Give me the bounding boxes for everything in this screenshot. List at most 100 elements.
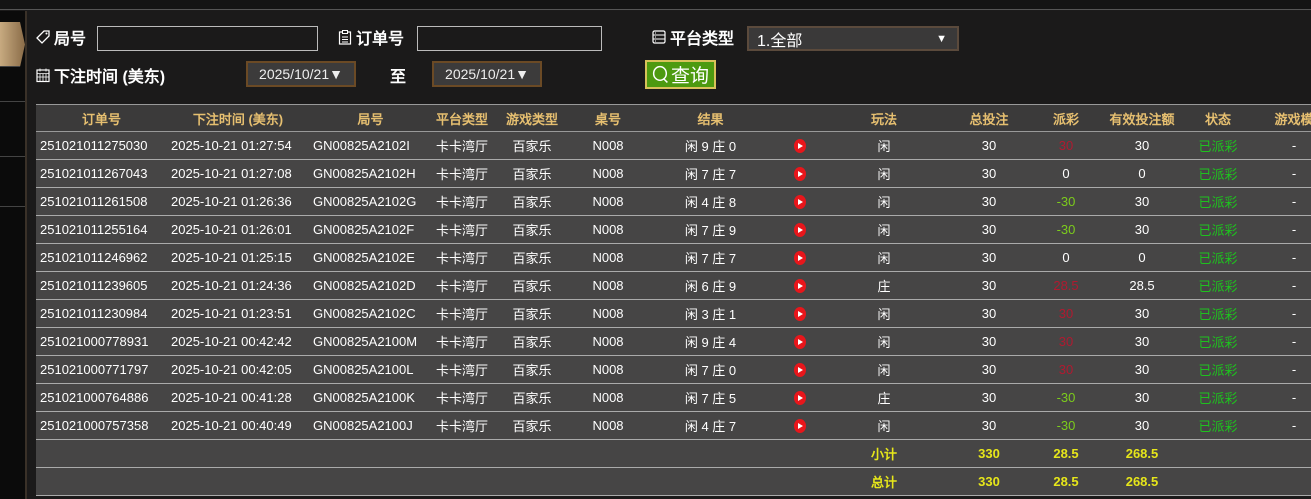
cell-order-no: 251021011230984 [36, 299, 167, 328]
play-video-icon[interactable] [793, 251, 806, 266]
cell-result: 闲 7 庄 9 [644, 215, 777, 244]
cell-valid-bet: 30 [1100, 355, 1184, 384]
cell-replay[interactable] [777, 327, 822, 356]
orders-table: 订单号 下注时间 (美东) 局号 平台类型 游戏类型 桌号 结果 玩法 总投注 派彩 有效投注额 状态… [36, 104, 1311, 496]
cell-payout: 0 [1032, 243, 1100, 272]
order-input[interactable] [417, 26, 602, 51]
cell-payout: -30 [1032, 383, 1100, 412]
play-video-icon[interactable] [793, 279, 806, 294]
sidebar-divider [0, 156, 25, 157]
header-valid-bet: 有效投注额 [1100, 104, 1184, 132]
cell-replay[interactable] [777, 383, 822, 412]
cell-table-no: N008 [572, 383, 644, 412]
cell-round-no: GN00825A2100L [309, 355, 432, 384]
cell-status: 已派彩 [1184, 355, 1252, 384]
cell-game-type: 百家乐 [492, 411, 572, 440]
cell-result: 闲 7 庄 7 [644, 243, 777, 272]
grandtotal-total-bet: 330 [946, 467, 1032, 496]
play-video-icon[interactable] [793, 167, 806, 182]
cell-bet-type: 庄 [822, 383, 946, 412]
cell-bet-time: 2025-10-21 01:27:54 [167, 131, 309, 160]
platform-select[interactable]: 1.全部 ▼ [747, 26, 959, 51]
cell-status: 已派彩 [1184, 215, 1252, 244]
cell-replay[interactable] [777, 355, 822, 384]
cell-round-no: GN00825A2102F [309, 215, 432, 244]
cell-result: 闲 9 庄 0 [644, 131, 777, 160]
sidebar-divider [0, 101, 25, 102]
cell-replay[interactable] [777, 159, 822, 188]
table-row: 251021000778931 2025-10-21 00:42:42 GN0082… [36, 327, 1311, 356]
cell-bet-time: 2025-10-21 00:40:49 [167, 411, 309, 440]
cell-bet-time: 2025-10-21 01:24:36 [167, 271, 309, 300]
cell-round-no: GN00825A2102C [309, 299, 432, 328]
order-label: 订单号 [337, 25, 404, 49]
header-payout: 派彩 [1032, 104, 1100, 132]
cell-platform: 卡卡湾厅 [432, 131, 492, 160]
cell-replay[interactable] [777, 215, 822, 244]
cell-table-no: N008 [572, 131, 644, 160]
cell-bet-type: 闲 [822, 355, 946, 384]
table-row: 251021011230984 2025-10-21 01:23:51 GN0082… [36, 299, 1311, 328]
play-video-icon[interactable] [793, 139, 806, 154]
cell-replay[interactable] [777, 271, 822, 300]
spacer [1184, 439, 1311, 468]
header-total-bet: 总投注 [946, 104, 1032, 132]
play-video-icon[interactable] [793, 195, 806, 210]
round-label: 局号 [35, 25, 86, 49]
play-video-icon[interactable] [793, 391, 806, 406]
header-round-no: 局号 [309, 104, 432, 132]
cell-replay[interactable] [777, 131, 822, 160]
time-label-text: 下注时间 (美东) [54, 69, 166, 86]
platform-label: 平台类型 [651, 25, 734, 49]
cell-bet-type: 闲 [822, 131, 946, 160]
cell-valid-bet: 28.5 [1100, 271, 1184, 300]
play-video-icon[interactable] [793, 419, 806, 434]
cell-round-no: GN00825A2102D [309, 271, 432, 300]
cell-round-no: GN00825A2102I [309, 131, 432, 160]
table-row: 251021011275030 2025-10-21 01:27:54 GN0082… [36, 131, 1311, 160]
sidebar-tab-active[interactable] [0, 22, 25, 67]
cell-total-bet: 30 [946, 299, 1032, 328]
cell-round-no: GN00825A2100K [309, 383, 432, 412]
cell-status: 已派彩 [1184, 411, 1252, 440]
cell-status: 已派彩 [1184, 159, 1252, 188]
cell-status: 已派彩 [1184, 187, 1252, 216]
cell-order-no: 251021000771797 [36, 355, 167, 384]
table-row: 251021000771797 2025-10-21 00:42:05 GN0082… [36, 355, 1311, 384]
cell-game-type: 百家乐 [492, 243, 572, 272]
cell-replay[interactable] [777, 187, 822, 216]
sidebar-divider [0, 206, 25, 207]
subtotal-payout: 28.5 [1032, 439, 1100, 468]
cell-table-no: N008 [572, 243, 644, 272]
cell-platform: 卡卡湾厅 [432, 383, 492, 412]
cell-order-no: 251021011275030 [36, 131, 167, 160]
cell-game-mode: - [1252, 131, 1311, 160]
main-panel: 局号 订单号 平台类型 1.全部 ▼ 下注时间 (美东) 2025/10/21▼ … [25, 11, 1311, 499]
cell-payout: 0 [1032, 159, 1100, 188]
date-from-picker[interactable]: 2025/10/21▼ [246, 61, 356, 87]
play-video-icon[interactable] [793, 363, 806, 378]
date-to-picker[interactable]: 2025/10/21▼ [432, 61, 542, 87]
cell-replay[interactable] [777, 411, 822, 440]
cell-result: 闲 4 庄 8 [644, 187, 777, 216]
cell-valid-bet: 0 [1100, 243, 1184, 272]
cell-round-no: GN00825A2100J [309, 411, 432, 440]
query-button[interactable]: 查询 [645, 60, 716, 89]
cell-game-type: 百家乐 [492, 215, 572, 244]
cell-table-no: N008 [572, 299, 644, 328]
cell-bet-time: 2025-10-21 00:42:42 [167, 327, 309, 356]
header-game-mode: 游戏模 [1252, 104, 1311, 132]
platform-label-text: 平台类型 [670, 31, 735, 48]
play-video-icon[interactable] [793, 307, 806, 322]
cell-platform: 卡卡湾厅 [432, 243, 492, 272]
cell-payout: -30 [1032, 187, 1100, 216]
clipboard-icon [338, 30, 352, 45]
header-order-no: 订单号 [36, 104, 167, 132]
round-input[interactable] [97, 26, 318, 51]
subtotal-label: 小计 [822, 439, 946, 468]
cell-total-bet: 30 [946, 355, 1032, 384]
play-video-icon[interactable] [793, 335, 806, 350]
play-video-icon[interactable] [793, 223, 806, 238]
cell-replay[interactable] [777, 299, 822, 328]
cell-replay[interactable] [777, 243, 822, 272]
